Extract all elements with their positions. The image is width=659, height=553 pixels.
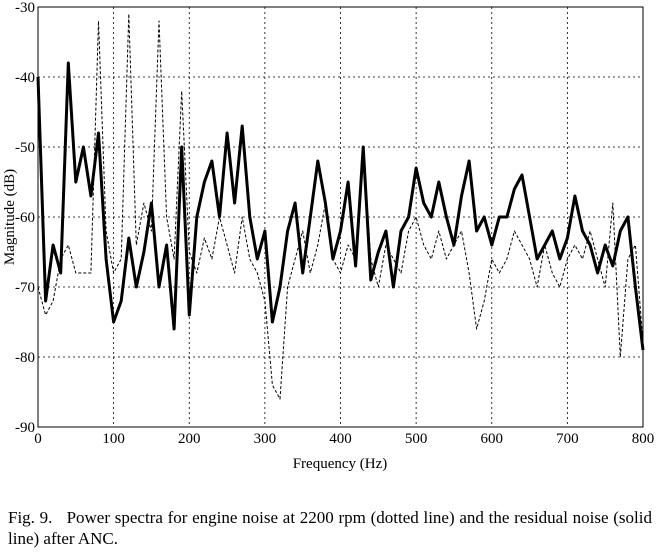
y-tick-label: -40 bbox=[15, 70, 35, 86]
y-tick-label: -50 bbox=[15, 140, 35, 156]
x-tick-label: 800 bbox=[632, 431, 655, 447]
caption: Fig. 9. Power spectra for engine noise a… bbox=[8, 508, 657, 548]
x-tick-label: 300 bbox=[254, 431, 277, 447]
y-tick-label: -80 bbox=[15, 350, 35, 366]
x-tick-label: 500 bbox=[405, 431, 428, 447]
y-tick-label: -30 bbox=[15, 0, 35, 16]
series-line bbox=[37, 13, 644, 400]
series-line bbox=[36, 61, 645, 351]
x-tick-label: 100 bbox=[102, 431, 125, 447]
chart: Frequency (Hz) Magnitude (dB) -30 -40 -50 -… bbox=[2, 0, 655, 472]
y-tick-label: -60 bbox=[15, 210, 35, 226]
x-tick-label: 0 bbox=[34, 431, 42, 447]
plot-frame bbox=[37, 6, 644, 428]
x-tick-label: 400 bbox=[329, 431, 352, 447]
y-tick-label: -90 bbox=[15, 420, 35, 436]
x-tick-label: 200 bbox=[178, 431, 201, 447]
y-axis-label: Magnitude (dB) bbox=[2, 169, 18, 265]
x-tick-label: 600 bbox=[481, 431, 504, 447]
y-tick-label: -70 bbox=[15, 280, 35, 296]
x-axis-label: Frequency (Hz) bbox=[293, 456, 388, 472]
x-tick-label: 700 bbox=[556, 431, 579, 447]
